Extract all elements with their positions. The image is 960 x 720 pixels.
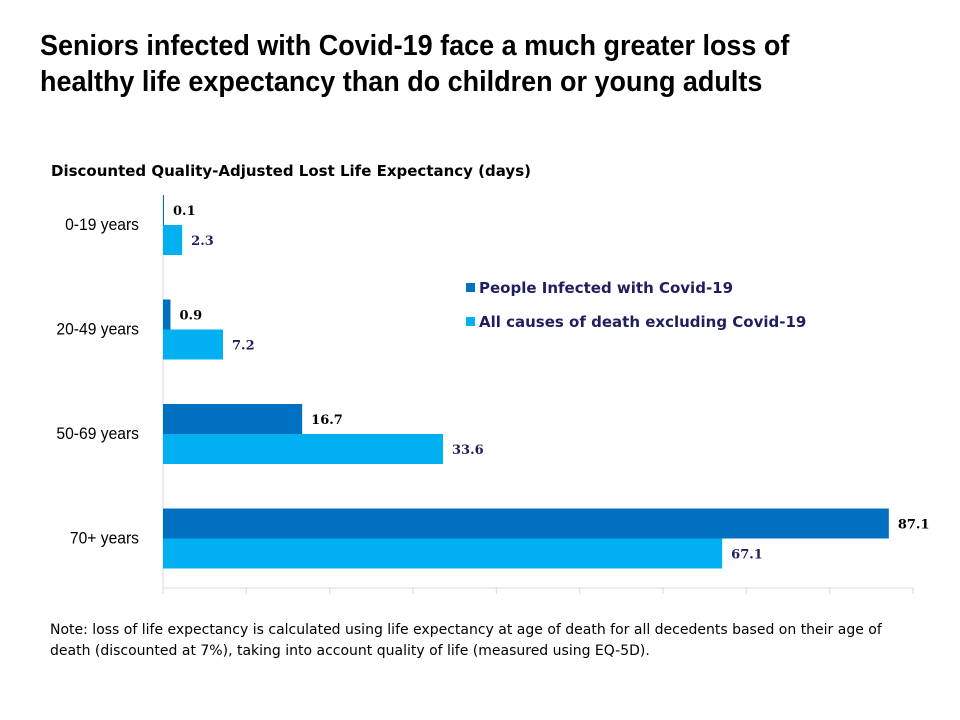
- legend-swatch: [466, 317, 475, 326]
- chart-title: Discounted Quality-Adjusted Lost Life Ex…: [51, 162, 531, 180]
- footnote: Note: loss of life expectancy is calcula…: [50, 622, 882, 659]
- bar: [163, 225, 183, 255]
- bar: [163, 299, 171, 330]
- data-label: 67.1: [731, 548, 763, 563]
- page-title: Seniors infected with Covid-19 face a mu…: [40, 30, 790, 98]
- category-label: 50-69 years: [56, 424, 139, 443]
- data-label: 7.2: [232, 339, 255, 354]
- bar: [163, 508, 889, 539]
- legend-label: All causes of death excluding Covid-19: [479, 313, 806, 331]
- legend-label: People Infected with Covid-19: [479, 279, 733, 297]
- bar: [163, 329, 223, 360]
- bar: [163, 434, 443, 464]
- legend-swatch: [466, 283, 475, 292]
- data-label: 2.3: [191, 234, 214, 249]
- bar: [163, 538, 723, 569]
- category-label: 70+ years: [70, 529, 139, 548]
- data-label: 16.7: [311, 413, 343, 428]
- category-label: 20-49 years: [56, 320, 139, 339]
- category-label: 0-19 years: [65, 215, 139, 234]
- bar: [163, 404, 303, 434]
- data-label: 0.1: [173, 204, 196, 219]
- data-label: 33.6: [452, 443, 484, 458]
- data-label: 0.9: [180, 309, 203, 324]
- data-label: 87.1: [898, 518, 930, 533]
- bar: [163, 195, 164, 225]
